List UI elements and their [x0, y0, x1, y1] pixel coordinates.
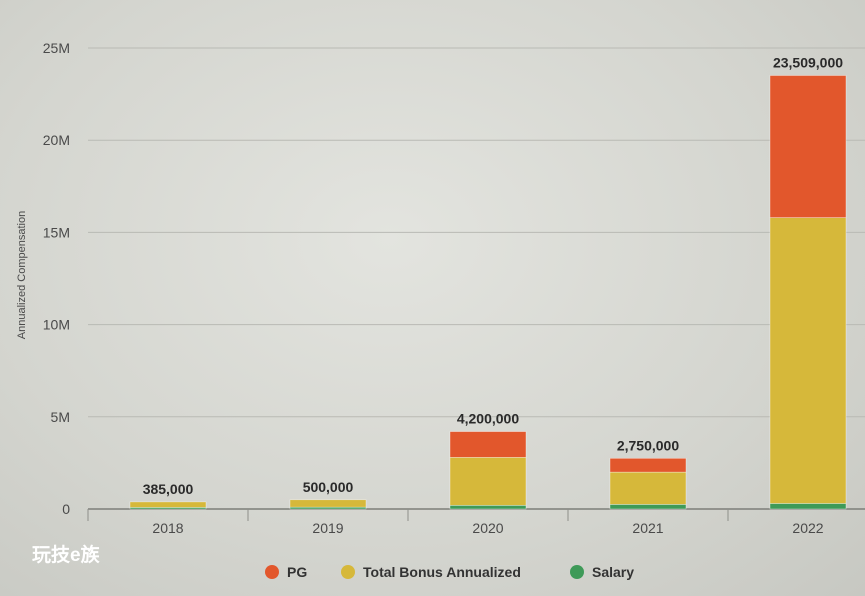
y-tick-label: 10M: [43, 317, 70, 333]
bar-total-label: 500,000: [303, 479, 354, 495]
bar-segment-pg: [769, 75, 847, 218]
bar-segment-pg: [609, 457, 687, 473]
bar-total-label: 23,509,000: [773, 54, 843, 70]
y-tick-label: 5M: [51, 409, 70, 425]
bar-segment-total-bonus-annualized: [449, 457, 527, 506]
bar-segment-total-bonus-annualized: [769, 217, 847, 504]
x-tick-label: 2021: [632, 520, 663, 536]
bar-segment-pg: [449, 431, 527, 458]
bar-segment-salary: [449, 505, 527, 510]
x-tick-label: 2022: [792, 520, 823, 536]
bar-segment-total-bonus-annualized: [129, 501, 207, 508]
x-tick-label: 2020: [472, 520, 503, 536]
bar-total-label: 4,200,000: [457, 411, 519, 427]
y-axis-title: Annualized Compensation: [16, 211, 28, 339]
y-tick-label: 25M: [43, 40, 70, 56]
bar-segment-total-bonus-annualized: [609, 471, 687, 505]
x-tick-label: 2019: [312, 520, 343, 536]
bar-segment-salary: [769, 503, 847, 510]
legend-label: Total Bonus Annualized: [363, 564, 521, 580]
legend-label: PG: [287, 564, 307, 580]
bar-total-label: 2,750,000: [617, 437, 679, 453]
watermark-text: 玩技e族: [32, 543, 101, 566]
x-tick-label: 2018: [152, 520, 183, 536]
legend-label: Salary: [592, 564, 634, 580]
legend-marker-total-bonus-annualized: [341, 565, 355, 579]
bar-segment-total-bonus-annualized: [289, 499, 367, 508]
legend-marker-pg: [265, 565, 279, 579]
legend-marker-salary: [570, 565, 584, 579]
bar-segment-salary: [609, 504, 687, 510]
y-tick-label: 15M: [43, 224, 70, 240]
bar-total-label: 385,000: [143, 481, 194, 497]
y-tick-label: 20M: [43, 132, 70, 148]
y-tick-label: 0: [62, 501, 70, 517]
